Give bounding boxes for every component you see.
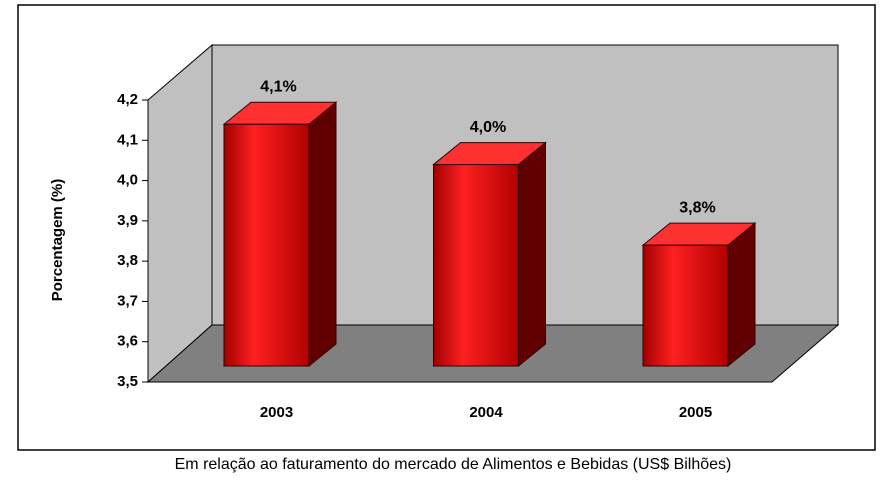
y-tick-label: 4,1: [117, 131, 138, 148]
y-tick-label: 4,0: [117, 172, 138, 189]
x-axis-label: Em relação ao faturamento do mercado de …: [175, 456, 732, 473]
y-tick-label: 3,5: [117, 373, 138, 390]
bar-side: [308, 101, 337, 368]
bar-side: [727, 222, 756, 368]
y-tick-label: 3,8: [117, 252, 138, 269]
y-tick-label: 4,2: [117, 91, 138, 108]
x-tick-label: 2005: [679, 404, 712, 421]
y-tick-label: 3,6: [117, 333, 138, 350]
bar: [223, 123, 310, 367]
value-label: 3,8%: [679, 199, 715, 216]
value-label: 4,0%: [470, 119, 506, 136]
bar-side: [518, 141, 546, 368]
x-tick-label: 2003: [260, 404, 293, 421]
x-tick-label: 2004: [469, 404, 503, 421]
plot: 3,5 3,6 3,7 3,8 3,9 4,0 4,1 4,2 4,1% 2003 4,0% 2004…: [117, 79, 757, 421]
value-label: 4,1%: [260, 79, 296, 96]
bar: [642, 244, 729, 367]
side-wall: [147, 43, 213, 384]
y-tick-label: 3,7: [117, 292, 138, 309]
y-tick-label: 3,9: [117, 212, 138, 229]
bar: [433, 164, 519, 367]
y-axis-label: Porcentagem (%): [49, 179, 66, 302]
